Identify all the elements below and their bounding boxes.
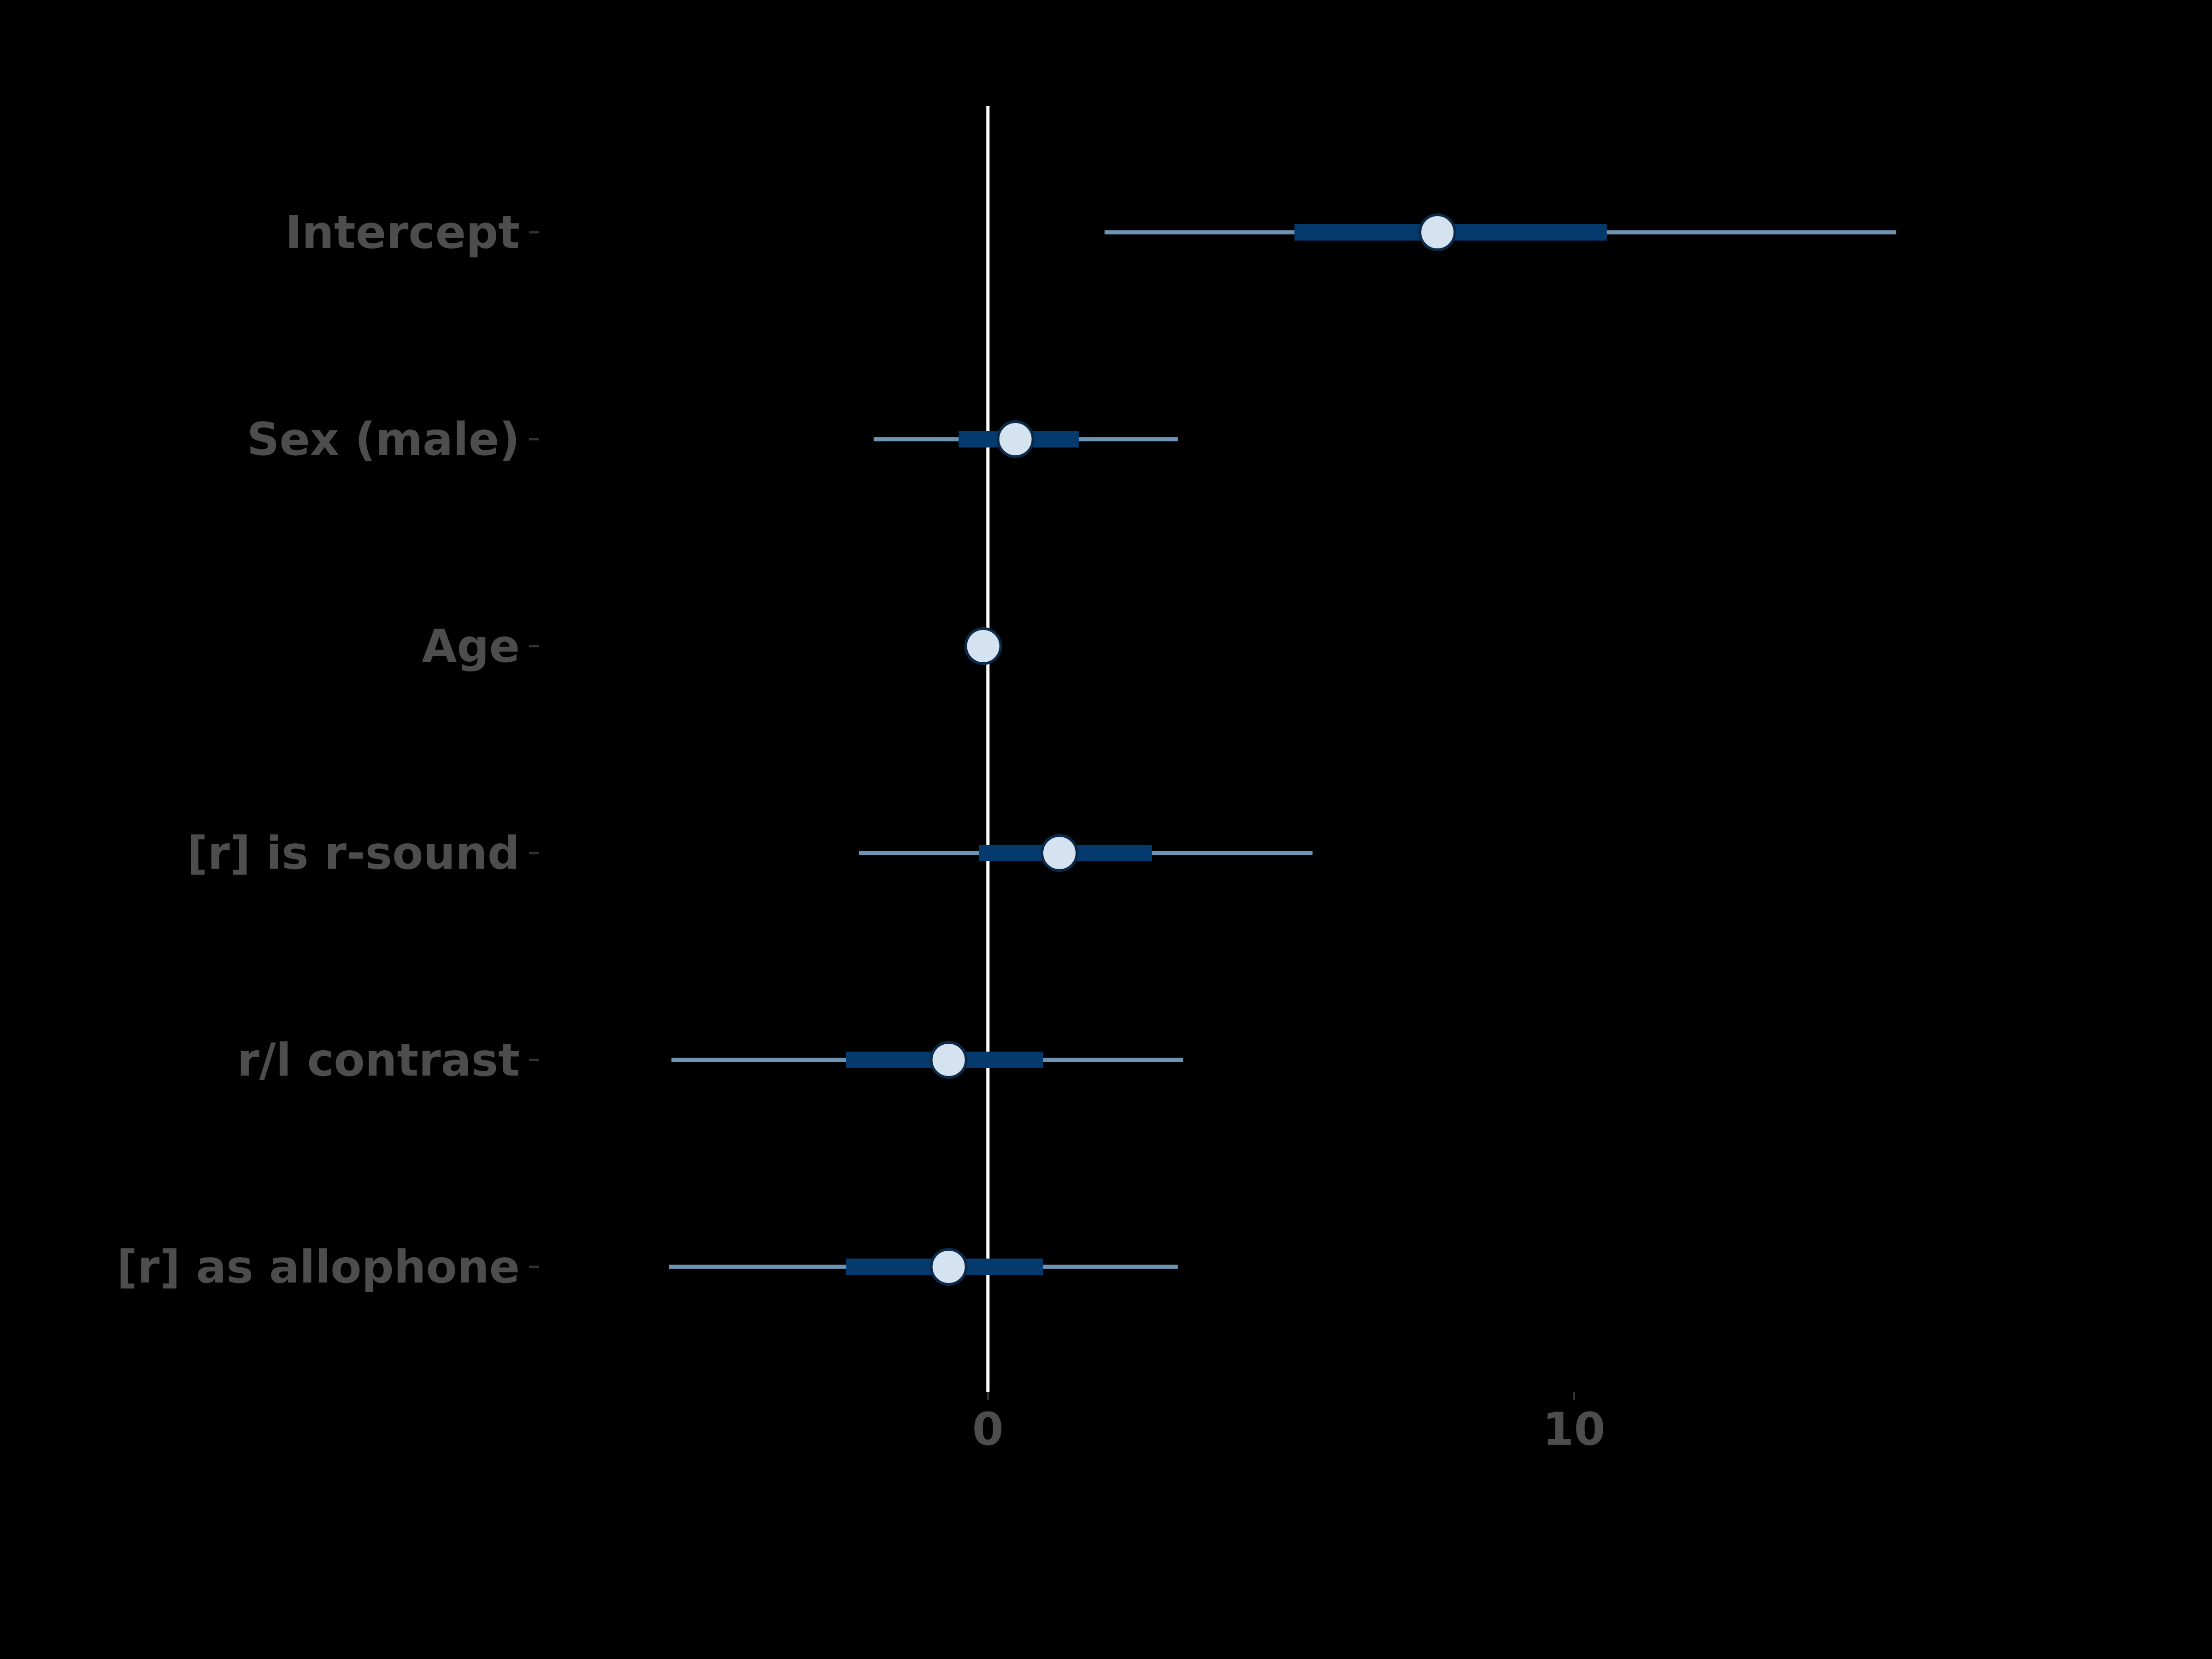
point-estimate — [996, 420, 1035, 458]
point-estimate — [930, 1041, 968, 1079]
y-tick-label: Sex (male) — [247, 413, 520, 466]
y-tick-label: Intercept — [285, 206, 520, 259]
y-tick-label: [r] is r-sound — [187, 827, 520, 880]
y-tick-label: [r] as allophone — [117, 1241, 520, 1294]
x-axis: 0 10 — [972, 1392, 1606, 1456]
coefficient-marks — [669, 213, 1896, 1286]
point-estimate — [1040, 834, 1078, 872]
point-estimate — [1418, 213, 1457, 251]
x-tick-label: 10 — [1542, 1403, 1605, 1456]
x-tick-label: 0 — [972, 1403, 1004, 1456]
point-estimate — [930, 1248, 968, 1286]
y-axis: Intercept Sex (male) Age [r] is r-sound r/l … — [117, 206, 539, 1294]
point-estimate — [964, 627, 1002, 665]
y-tick-label: Age — [422, 620, 520, 673]
y-tick-label: r/l contrast — [237, 1034, 520, 1087]
